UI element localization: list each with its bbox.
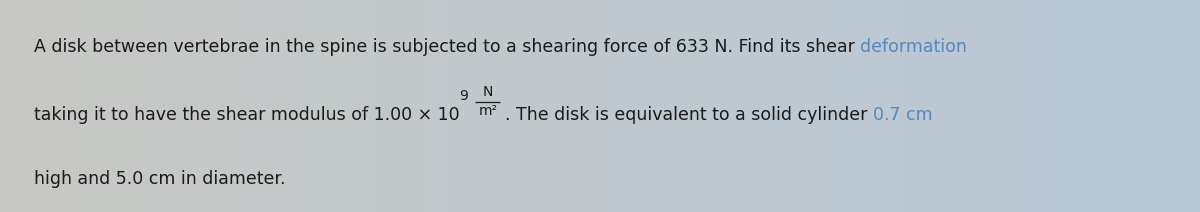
- Text: 0.7 cm: 0.7 cm: [872, 106, 932, 124]
- Text: deformation: deformation: [860, 38, 967, 56]
- Text: . The disk is equivalent to a solid cylinder: . The disk is equivalent to a solid cyli…: [505, 106, 872, 124]
- Text: m²: m²: [479, 104, 498, 118]
- Text: N: N: [482, 85, 493, 99]
- Text: A disk between vertebrae in the spine is subjected to a shearing force of 633 N.: A disk between vertebrae in the spine is…: [34, 38, 860, 56]
- Text: taking it to have the shear modulus of 1.00 × 10: taking it to have the shear modulus of 1…: [34, 106, 460, 124]
- Text: 9: 9: [460, 89, 468, 103]
- Text: high and 5.0 cm in diameter.: high and 5.0 cm in diameter.: [34, 170, 286, 188]
